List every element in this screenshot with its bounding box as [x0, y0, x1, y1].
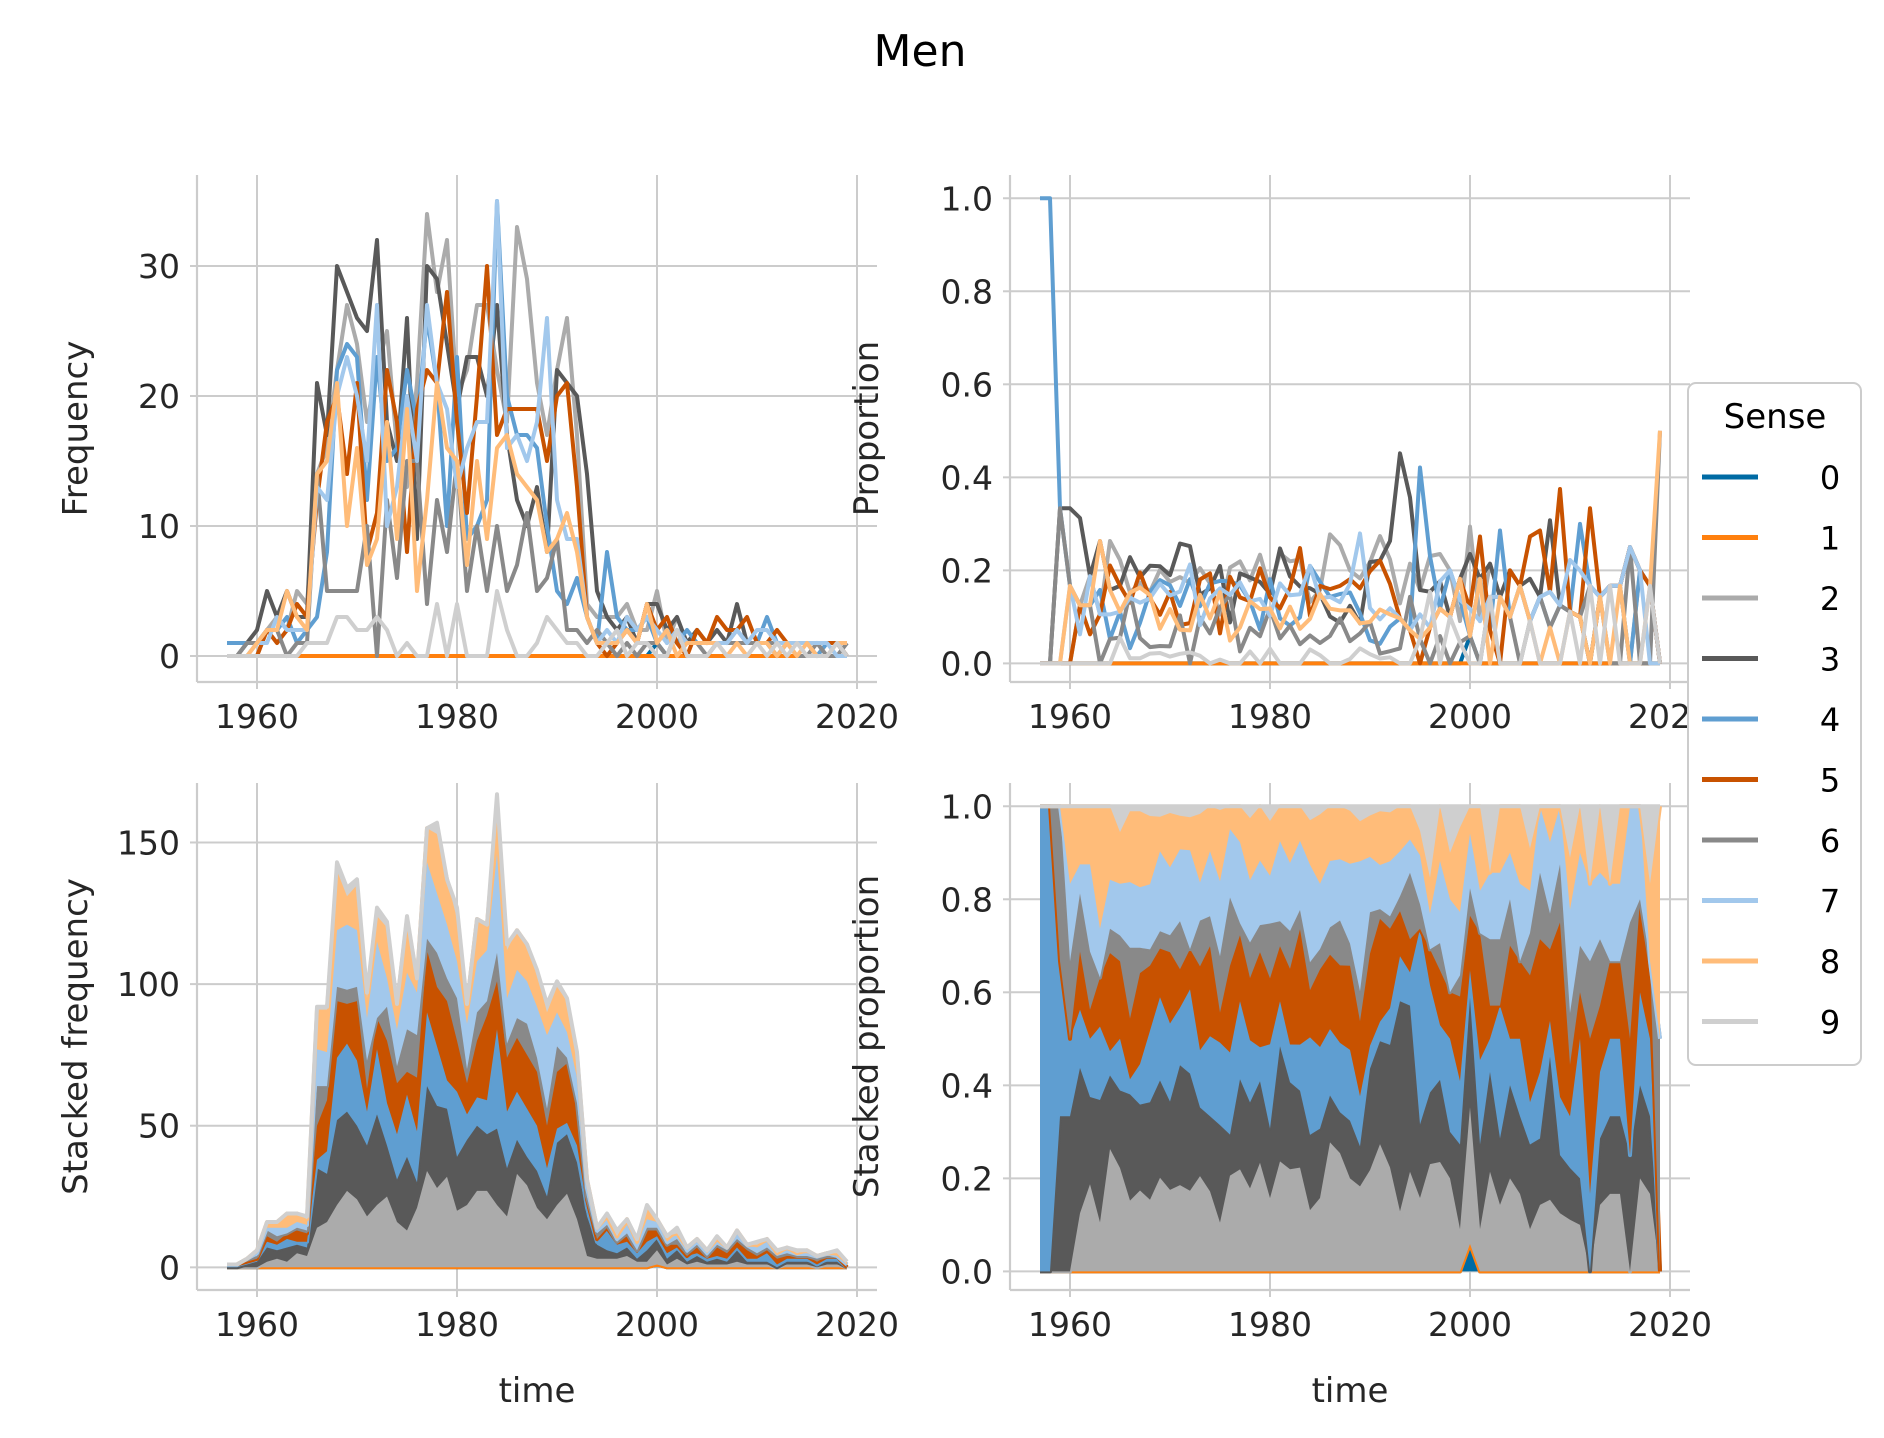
- y-tick-label: 0.2: [941, 551, 993, 590]
- frequency-line-sense-8: [227, 381, 847, 658]
- stacked-frequency-area-sense-6: [227, 938, 847, 1268]
- x-tick-label: 1980: [415, 697, 499, 736]
- x-tick-label: 2020: [815, 697, 899, 736]
- y-tick-label: 20: [138, 377, 180, 416]
- y-tick-label: 0.6: [941, 365, 993, 404]
- y-tick-label: 0.8: [941, 880, 993, 919]
- y-tick-label: 0.0: [941, 1252, 993, 1291]
- x-tick-label: 2020: [1628, 1305, 1712, 1344]
- x-tick-label: 1960: [215, 1305, 299, 1344]
- legend-label-sense-9: 9: [1820, 1004, 1840, 1042]
- legend-label-sense-0: 0: [1820, 459, 1840, 497]
- legend-title: Sense: [1724, 397, 1827, 437]
- stacked-frequency-panel: 1960 1980 2000 2020 0 50 100 150 Stacked frequen…: [56, 783, 899, 1411]
- x-axis-label: time: [499, 1371, 576, 1411]
- y-tick-label: 0.2: [941, 1159, 993, 1198]
- x-tick-label: 2000: [1428, 1305, 1512, 1344]
- proportion-panel: 1960 1980 2000 20200.00.20.40.60.81.0Propor…: [847, 175, 1712, 736]
- y-axis-label: Stacked proportion: [847, 875, 887, 1198]
- x-tick-label: 2020: [815, 1305, 899, 1344]
- y-tick-label: 0.0: [941, 644, 993, 683]
- x-axis-label: time: [1312, 1371, 1389, 1411]
- y-tick-label: 0: [159, 637, 180, 676]
- legend: Sense 0 1 2 3 4 5 6 7 8 9: [1687, 382, 1862, 1066]
- x-tick-label: 1960: [1028, 1305, 1112, 1344]
- y-axis-label: Frequency: [56, 341, 96, 517]
- proportion-line-sense-3: [1040, 451, 1662, 666]
- legend-label-sense-7: 7: [1820, 883, 1840, 921]
- stacked-frequency-area-sense-4: [227, 1012, 847, 1268]
- legend-label-sense-1: 1: [1820, 520, 1840, 558]
- stacked-proportion-area-sense-5: [1040, 806, 1660, 1272]
- proportion-line-sense-8: [1040, 430, 1662, 666]
- y-tick-label: 0.4: [941, 1066, 993, 1105]
- x-tick-label: 2000: [1428, 697, 1512, 736]
- figure-title: Men: [874, 26, 967, 77]
- y-tick-label: 1.0: [941, 179, 993, 218]
- y-tick-label: 0.8: [941, 272, 993, 311]
- y-tick-label: 0: [159, 1248, 180, 1287]
- legend-items: 0 1 2 3 4 5 6 7 8 9: [1702, 459, 1840, 1042]
- y-tick-label: 150: [117, 823, 180, 862]
- y-axis-label: Stacked frequency: [56, 878, 96, 1195]
- stacked-proportion-area-sense-2: [1040, 1107, 1660, 1272]
- y-tick-label: 1.0: [941, 787, 993, 826]
- x-tick-label: 1960: [215, 697, 299, 736]
- y-tick-label: 10: [138, 507, 180, 546]
- proportion-line-sense-6: [1040, 430, 1662, 666]
- x-tick-label: 1980: [1228, 697, 1312, 736]
- stacked-proportion-area-sense-4: [1040, 806, 1660, 1272]
- frequency-panel: 1960 1980 2000 2020 0 10 20 30 Frequency: [56, 175, 899, 736]
- y-tick-label: 0.6: [941, 973, 993, 1012]
- stacked-proportion-area-sense-3: [1040, 997, 1660, 1272]
- frequency-line-sense-3: [227, 238, 849, 658]
- proportion-line-sense-9: [1040, 583, 1662, 666]
- legend-label-sense-3: 3: [1820, 641, 1840, 679]
- y-tick-label: 50: [138, 1107, 180, 1146]
- legend-label-sense-8: 8: [1820, 943, 1840, 981]
- x-tick-label: 1960: [1028, 697, 1112, 736]
- stacked-frequency-line-sense-9: [227, 792, 849, 1267]
- x-tick-label: 2000: [615, 1305, 699, 1344]
- frequency-line-sense-6: [227, 459, 849, 658]
- y-tick-label: 30: [138, 247, 180, 286]
- stacked-proportion-area-sense-8: [1040, 806, 1660, 1039]
- stacked-proportion-panel: 1960 1980 2000 2020 0.0 0.2 0.4 0.6 0.8 1.0 Stacke…: [847, 783, 1712, 1411]
- y-tick-label: 100: [117, 965, 180, 1004]
- legend-label-sense-5: 5: [1820, 762, 1840, 800]
- y-tick-label: 0.4: [941, 458, 993, 497]
- stacked-frequency-area-sense-2: [227, 1171, 847, 1268]
- frequency-line-sense-7: [227, 199, 847, 658]
- y-axis-label: Proportion: [847, 341, 887, 516]
- legend-box: [1687, 382, 1862, 1066]
- x-tick-label: 1980: [1228, 1305, 1312, 1344]
- frequency-line-sense-9: [227, 589, 849, 658]
- legend-label-sense-6: 6: [1820, 822, 1840, 860]
- proportion-line-sense-7: [1040, 531, 1660, 666]
- legend-label-sense-4: 4: [1820, 701, 1840, 739]
- x-tick-label: 2000: [615, 697, 699, 736]
- stacked-proportion-area-sense-9: [1040, 806, 1660, 884]
- x-tick-label: 1980: [415, 1305, 499, 1344]
- legend-label-sense-2: 2: [1820, 580, 1840, 618]
